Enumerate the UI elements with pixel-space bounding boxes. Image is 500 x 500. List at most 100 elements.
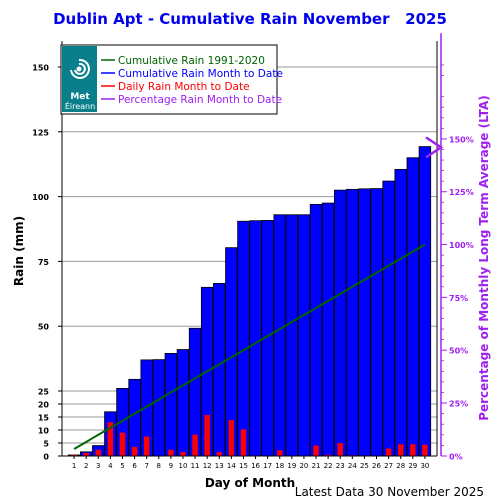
cumulative-bar-day-27 [382, 180, 395, 457]
x-tick-label: 26 [372, 462, 381, 470]
y-tick-label: 0 [43, 453, 49, 462]
x-tick-label: 20 [299, 462, 308, 470]
y2-tick-label: 25% [449, 400, 468, 409]
cumulative-bar-day-16 [249, 220, 262, 457]
x-tick-label: 12 [203, 462, 212, 470]
cumulative-bar-day-28 [394, 168, 407, 457]
x-tick-label: 18 [275, 462, 284, 470]
daily-bar-day-14 [228, 420, 235, 456]
legend-label: Cumulative Rain 1991-2020 [118, 55, 265, 67]
y-tick-label: 150 [32, 64, 49, 73]
daily-bar-day-15 [240, 429, 247, 456]
daily-bar-day-30 [422, 444, 428, 456]
x-tick-label: 24 [348, 462, 357, 470]
x-tick-label: 4 [108, 462, 113, 470]
x-tick-label: 16 [251, 462, 260, 470]
y-tick-label: 20 [38, 401, 50, 410]
daily-bar-day-9 [168, 449, 174, 456]
y2-tick-label: 0% [449, 453, 463, 462]
daily-bar-day-21 [313, 445, 319, 456]
cumulative-bar-day-20 [297, 214, 311, 457]
x-tick-label: 2 [84, 462, 88, 470]
daily-bar-day-4 [107, 422, 114, 456]
daily-bar-day-22 [325, 454, 331, 456]
x-tick-label: 15 [239, 462, 248, 470]
y-tick-label: 10 [38, 427, 50, 436]
x-tick-label: 25 [360, 462, 369, 470]
x-tick-label: 21 [312, 462, 321, 470]
daily-bar-day-10 [180, 452, 186, 456]
daily-bar-day-7 [143, 436, 150, 456]
x-tick-label: 10 [179, 462, 188, 470]
cumulative-bar-day-30 [418, 146, 432, 457]
percentage-marker [425, 136, 444, 159]
x-tick-label: 29 [408, 462, 417, 470]
logo-text-met: Met [70, 92, 90, 102]
daily-bar-day-3 [95, 449, 102, 456]
daily-bar-day-6 [131, 446, 138, 456]
daily-bar-day-11 [192, 434, 198, 456]
x-tick-label: 3 [96, 462, 100, 470]
cumulative-bar-day-23 [334, 189, 347, 457]
latest-data-note: Latest Data 30 November 2025 [295, 485, 484, 499]
cumulative-bar-day-22 [321, 202, 335, 457]
daily-bar-day-12 [204, 414, 210, 456]
lta-cumulative-line [73, 243, 426, 450]
y-tick-label: 50 [38, 323, 50, 332]
x-tick-label: 8 [157, 462, 161, 470]
daily-bar-day-23 [337, 443, 343, 456]
x-tick-label: 6 [132, 462, 137, 470]
y2-tick-label: 75% [449, 294, 468, 303]
x-tick-label: 27 [384, 462, 393, 470]
daily-bar-day-28 [397, 444, 404, 456]
x-tick-label: 17 [263, 462, 272, 470]
x-tick-label: 23 [336, 462, 345, 470]
daily-bar-day-18 [277, 450, 283, 456]
x-tick-label: 5 [120, 462, 124, 470]
x-tick-label: 28 [396, 462, 405, 470]
x-tick-label: 30 [420, 462, 429, 470]
logo-text-eireann: Éireann [65, 100, 95, 111]
cumulative-bar-day-9 [164, 353, 178, 457]
daily-bar-day-1 [71, 454, 77, 456]
cumulative-bar-day-26 [370, 188, 383, 457]
cumulative-bar-day-25 [358, 188, 371, 457]
x-tick-label: 7 [144, 462, 148, 470]
x-tick-label: 11 [191, 462, 200, 470]
x-tick-label: 14 [227, 462, 236, 470]
legend-label: Cumulative Rain Month to Date [118, 68, 283, 80]
cumulative-bar-day-13 [213, 283, 226, 457]
cumulative-bar-day-18 [273, 214, 286, 457]
y-tick-label: 75 [38, 258, 50, 267]
daily-bar-day-2 [83, 452, 89, 456]
y-tick-label: 5 [43, 440, 49, 449]
y-tick-label: 25 [38, 388, 50, 397]
daily-bar-day-5 [119, 432, 126, 456]
met-eireann-logo: Met Éireann [62, 46, 97, 112]
cumulative-bar-day-8 [152, 359, 165, 457]
y2-tick-label: 50% [449, 347, 468, 356]
chart-title: Dublin Apt - Cumulative Rain November 20… [53, 10, 447, 28]
x-tick-label: 19 [287, 462, 296, 470]
x-tick-label: 22 [324, 462, 333, 470]
cumulative-bar-day-15 [237, 220, 250, 457]
x-axis-label: Day of Month [205, 476, 295, 490]
legend-label: Daily Rain Month to Date [118, 81, 250, 93]
daily-bar-day-27 [385, 448, 392, 456]
y-tick-label: 100 [32, 193, 49, 202]
y-tick-label: 15 [38, 414, 50, 423]
y-tick-label: 125 [32, 128, 49, 137]
y-axis-label: Rain (mm) [12, 216, 26, 286]
legend: Met Éireann Cumulative Rain 1991-2020Cum… [60, 44, 283, 115]
cumulative-bar-day-29 [406, 157, 420, 457]
y2-tick-label: 100% [449, 241, 474, 250]
legend-label: Percentage Rain Month to Date [118, 94, 282, 106]
cumulative-bar-day-10 [176, 349, 190, 457]
daily-bar-day-13 [216, 452, 222, 456]
cumulative-bar-day-21 [309, 203, 323, 457]
cumulative-bar-day-6 [128, 378, 141, 457]
y2-axis-label: Percentage of Monthly Long Term Average … [477, 95, 491, 421]
cumulative-bar-day-19 [285, 214, 299, 457]
